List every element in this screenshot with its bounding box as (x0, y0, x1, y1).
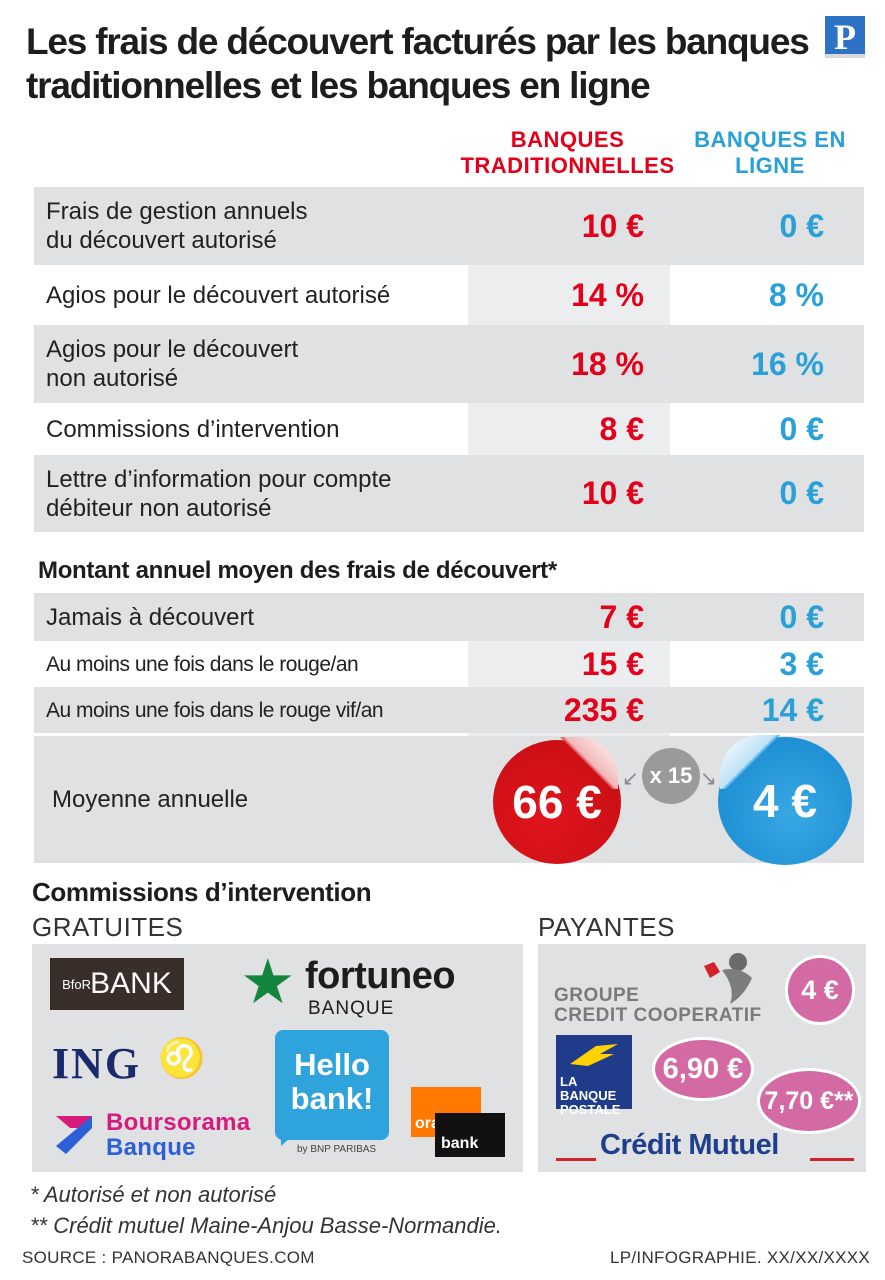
column-header-traditional: BANQUES TRADITIONNELLES (460, 127, 675, 178)
table-row: Jamais à découvert 7 € 0 € (34, 593, 864, 641)
value-online: 14 € (761, 691, 824, 728)
arrow-right-icon: ↘ (700, 768, 717, 790)
row-label: Moyenne annuelle (52, 786, 249, 813)
row-label: Commissions d’intervention (46, 415, 340, 443)
value-traditional: 10 € (581, 207, 644, 244)
bird-icon (570, 1044, 618, 1066)
fortuneo-logo: fortuneo (305, 955, 456, 997)
bp-line1: LA (560, 1074, 578, 1089)
orange-bank-logo: orange bank (411, 1087, 506, 1157)
row-label: Agios pour le découvert autorisé (46, 281, 391, 309)
banque-postale-text: LA BANQUE POSTALE (560, 1075, 620, 1117)
lion-icon: ♌ (158, 1038, 206, 1080)
bp-line3: POSTALE (560, 1102, 621, 1117)
row-label: Agios pour le découvert non autorisé (46, 336, 299, 392)
table-row: Agios pour le découvert autorisé 14 % 8 … (34, 265, 864, 325)
value-online: 0 € (779, 207, 824, 244)
source: SOURCE : PANORABANQUES.COM (22, 1248, 315, 1267)
groupe-line1: GROUPE (554, 985, 640, 1006)
row-label: Au moins une fois dans le rouge vif/an (46, 698, 384, 722)
column-header-online: BANQUES EN LIGNE (694, 127, 846, 178)
hello-bank-sub: by BNP PARIBAS (297, 1144, 377, 1155)
credit: LP/INFOGRAPHIE. XX/XX/XXXX (610, 1248, 871, 1267)
value-online: 3 € (779, 645, 824, 682)
row-label: Frais de gestion annuels du découvert au… (46, 198, 308, 254)
credit-cooperatif-figure-icon (704, 953, 752, 1004)
footnote-2: ** Crédit mutuel Maine-Anjou Basse-Norma… (30, 1213, 502, 1238)
free-label: GRATUITES (32, 912, 184, 942)
table-row: Frais de gestion annuels du découvert au… (34, 187, 864, 265)
ratio-badge: x 15 (642, 748, 700, 804)
value-traditional: 7 € (599, 598, 644, 635)
divider (556, 1158, 596, 1161)
boursorama-logo: Boursorama Banque (106, 1110, 250, 1160)
boursorama-line1: Boursorama (106, 1109, 251, 1136)
value-traditional: 8 € (599, 410, 644, 447)
value-online: 0 € (779, 598, 824, 635)
fee-badge-banque-postale: 6,90 € (652, 1037, 754, 1101)
groupe-line2: CREDIT COOPERATIF (554, 1005, 762, 1026)
value-online: 16 % (751, 345, 824, 382)
fortuneo-sub: BANQUE (308, 998, 395, 1019)
banque-postale-logo (556, 1035, 632, 1109)
section-title-average: Montant annuel moyen des frais de découv… (38, 557, 557, 584)
fee-badge-credit-mutuel: 7,70 €** (757, 1068, 861, 1134)
row-label: Au moins une fois dans le rouge/an (46, 652, 359, 676)
fee-badge-credit-cooperatif: 4 € (785, 955, 855, 1025)
boursorama-line2: Banque (106, 1134, 196, 1161)
arrow-left-icon: ↙ (622, 768, 639, 790)
bforbank-text: BANK (90, 967, 172, 1000)
bforbank-prefix: BfoR (62, 976, 92, 992)
row-label: Lettre d’information pour compte débiteu… (46, 465, 392, 522)
table-row: Lettre d’information pour compte débiteu… (34, 455, 864, 532)
value-traditional: 10 € (581, 475, 644, 511)
value-traditional: 235 € (563, 691, 644, 728)
speech-tail-icon (281, 1130, 299, 1146)
paid-label: PAYANTES (538, 912, 675, 942)
page-title: Les frais de découvert facturés par les … (26, 21, 810, 106)
table-row: Commissions d’intervention 8 € 0 € (34, 403, 864, 455)
section-title-commissions: Commissions d’intervention (32, 877, 372, 907)
bforbank-logo: BfoR BANK (50, 958, 184, 1010)
hello-bank-logo: Hello bank! by BNP PARIBAS (275, 1030, 389, 1155)
value-traditional: 18 % (571, 345, 644, 382)
hello-bank-text: Hello bank! (275, 1030, 389, 1140)
value-online: 8 % (768, 276, 824, 313)
value-traditional: 14 % (571, 276, 644, 313)
bp-line2: BANQUE (560, 1088, 617, 1103)
ing-logo: ING (52, 1039, 142, 1088)
footnote-1: * Autorisé et non autorisé (30, 1182, 277, 1207)
table-row: Agios pour le découvert non autorisé 18 … (34, 325, 864, 403)
le-parisien-logo: P (825, 16, 865, 58)
value-online: 0 € (779, 475, 824, 511)
credit-cooperatif-logo: GROUPE CREDIT COOPERATIF (554, 986, 762, 1026)
orange-bank-text: bank (435, 1113, 505, 1157)
divider (810, 1158, 854, 1161)
boursorama-arrow-icon (56, 1116, 92, 1154)
row-label: Jamais à découvert (46, 603, 255, 631)
value-online: 0 € (779, 410, 824, 447)
credit-mutuel-logo: Crédit Mutuel (600, 1129, 779, 1161)
table-row: Au moins une fois dans le rouge/an 15 € … (34, 641, 864, 687)
table-row: Au moins une fois dans le rouge vif/an 2… (34, 687, 864, 733)
value-traditional: 15 € (581, 645, 644, 682)
fortuneo-star-icon: ★ (240, 948, 296, 1017)
